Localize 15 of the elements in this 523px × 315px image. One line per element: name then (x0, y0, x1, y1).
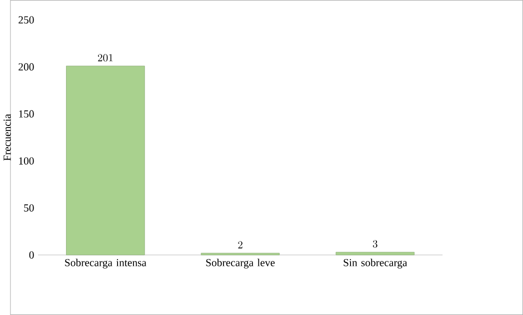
y-tick-label: 100 (19, 157, 34, 165)
y-tick-label: 50 (24, 204, 34, 212)
data-label: 201 (98, 54, 113, 62)
x-tick-label: Sobrecarga intensa (65, 258, 146, 268)
x-tick-label: Sin sobrecarga (344, 258, 408, 268)
y-tick-label: 0 (29, 251, 34, 259)
y-tick-label: 200 (18, 63, 34, 71)
bar (66, 66, 145, 256)
data-label: 2 (238, 241, 242, 248)
bar (336, 252, 415, 256)
data-label: 3 (372, 240, 378, 248)
x-tick-label: Sobrecarga leve (206, 258, 275, 268)
y-axis-title: Frecuencia (4, 114, 11, 161)
y-tick-label: 250 (18, 16, 34, 24)
y-tick-label: 150 (19, 110, 34, 118)
